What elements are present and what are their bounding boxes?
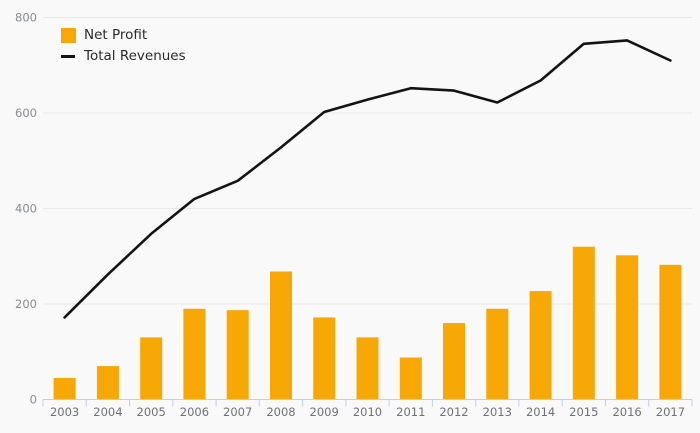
x-axis-label-2013: 2013 bbox=[483, 405, 512, 419]
chart-legend: Net Profit Total Revenues bbox=[61, 25, 186, 67]
x-axis-label-2007: 2007 bbox=[223, 405, 252, 419]
bar-2015[interactable] bbox=[572, 246, 595, 400]
legend-item-net-profit[interactable]: Net Profit bbox=[61, 25, 186, 46]
x-axis-label-2017: 2017 bbox=[656, 405, 685, 419]
x-axis-label-2006: 2006 bbox=[180, 405, 209, 419]
x-axis-label-2008: 2008 bbox=[266, 405, 295, 419]
x-axis-label-2010: 2010 bbox=[353, 405, 382, 419]
y-axis-label-0: 0 bbox=[30, 393, 37, 407]
x-axis-label-2005: 2005 bbox=[137, 405, 166, 419]
bar-2008[interactable] bbox=[270, 271, 292, 400]
total-revenues-swatch-icon bbox=[61, 55, 75, 58]
bar-2016[interactable] bbox=[616, 255, 639, 400]
y-axis-label-800: 800 bbox=[15, 11, 37, 25]
legend-item-total-revenues[interactable]: Total Revenues bbox=[61, 46, 186, 67]
bar-2006[interactable] bbox=[183, 308, 206, 400]
x-axis-label-2003: 2003 bbox=[50, 405, 79, 419]
bar-2014[interactable] bbox=[529, 291, 552, 400]
x-axis-label-2004: 2004 bbox=[93, 405, 122, 419]
bar-2012[interactable] bbox=[443, 323, 465, 400]
bar-2007[interactable] bbox=[226, 310, 249, 400]
y-axis-label-400: 400 bbox=[15, 202, 37, 216]
x-axis-label-2016: 2016 bbox=[612, 405, 641, 419]
legend-label-total-revenues: Total Revenues bbox=[84, 47, 186, 64]
bar-2009[interactable] bbox=[313, 317, 336, 400]
bar-2004[interactable] bbox=[96, 366, 119, 400]
bar-2005[interactable] bbox=[140, 337, 163, 400]
y-axis-label-600: 600 bbox=[15, 106, 37, 120]
x-axis-label-2009: 2009 bbox=[310, 405, 339, 419]
y-axis-label-200: 200 bbox=[15, 297, 37, 311]
legend-label-net-profit: Net Profit bbox=[84, 26, 148, 43]
bar-2011[interactable] bbox=[399, 357, 422, 400]
bar-2013[interactable] bbox=[486, 308, 509, 400]
bar-2017[interactable] bbox=[659, 264, 682, 400]
x-axis-label-2015: 2015 bbox=[569, 405, 598, 419]
x-axis-label-2011: 2011 bbox=[396, 405, 425, 419]
line-total-revenues[interactable] bbox=[63, 39, 672, 319]
x-axis-label-2014: 2014 bbox=[526, 405, 555, 419]
x-axis-label-2012: 2012 bbox=[439, 405, 468, 419]
bar-2003[interactable] bbox=[53, 378, 76, 400]
bar-2010[interactable] bbox=[356, 337, 379, 400]
net-profit-swatch-icon bbox=[61, 28, 76, 43]
